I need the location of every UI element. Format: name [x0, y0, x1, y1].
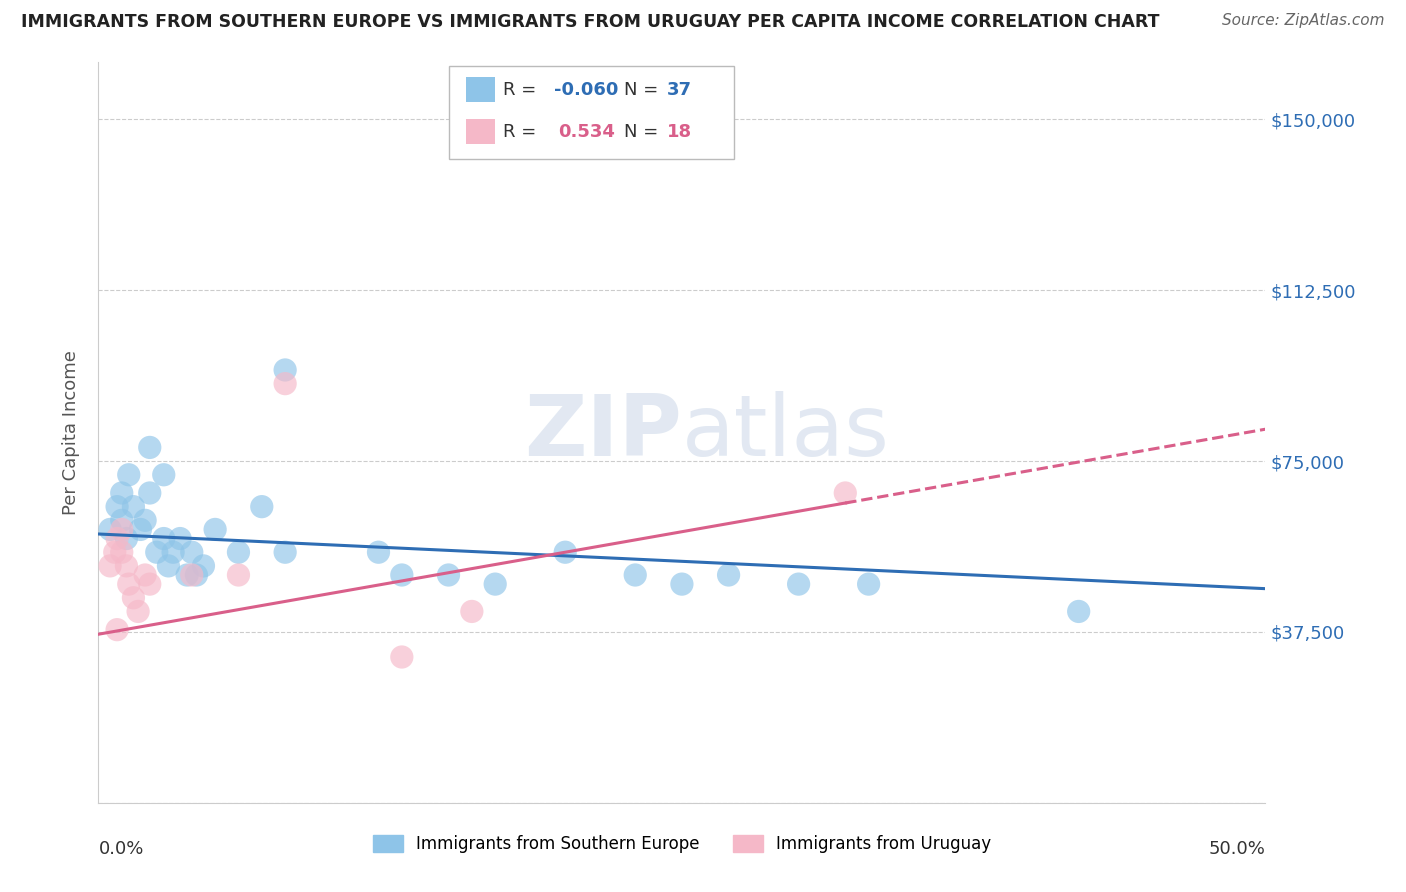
Point — [111, 545, 134, 559]
Text: 18: 18 — [666, 123, 692, 141]
Text: 0.0%: 0.0% — [98, 840, 143, 858]
FancyBboxPatch shape — [449, 66, 734, 159]
Point — [104, 545, 127, 559]
Bar — [465, 78, 495, 102]
Text: 0.534: 0.534 — [558, 123, 614, 141]
Text: 50.0%: 50.0% — [1209, 840, 1265, 858]
Point — [624, 568, 647, 582]
Point — [437, 568, 460, 582]
Point — [367, 545, 389, 559]
Point — [169, 532, 191, 546]
Point — [391, 650, 413, 665]
Point — [139, 577, 162, 591]
Point — [250, 500, 273, 514]
Point — [228, 545, 250, 559]
Bar — [465, 120, 495, 144]
Point — [186, 568, 208, 582]
Point — [157, 558, 180, 573]
Text: Source: ZipAtlas.com: Source: ZipAtlas.com — [1222, 13, 1385, 29]
Point — [858, 577, 880, 591]
Point — [98, 523, 121, 537]
Point — [180, 545, 202, 559]
Point — [787, 577, 810, 591]
Point — [105, 500, 128, 514]
Text: ZIP: ZIP — [524, 391, 682, 475]
Text: IMMIGRANTS FROM SOUTHERN EUROPE VS IMMIGRANTS FROM URUGUAY PER CAPITA INCOME COR: IMMIGRANTS FROM SOUTHERN EUROPE VS IMMIG… — [21, 13, 1160, 31]
Text: R =: R = — [503, 123, 543, 141]
Point — [834, 486, 856, 500]
Point — [115, 558, 138, 573]
Point — [105, 532, 128, 546]
Point — [118, 467, 141, 482]
Text: N =: N = — [624, 81, 664, 99]
Text: -0.060: -0.060 — [554, 81, 617, 99]
Point — [152, 467, 174, 482]
Text: R =: R = — [503, 81, 543, 99]
Point — [111, 523, 134, 537]
Text: atlas: atlas — [682, 391, 890, 475]
Point — [98, 558, 121, 573]
Y-axis label: Per Capita Income: Per Capita Income — [62, 351, 80, 515]
Point — [180, 568, 202, 582]
Point — [152, 532, 174, 546]
Point — [193, 558, 215, 573]
Point — [122, 591, 145, 605]
Point — [105, 623, 128, 637]
Point — [139, 486, 162, 500]
Point — [127, 604, 149, 618]
Point — [139, 441, 162, 455]
Point — [671, 577, 693, 591]
Point — [118, 577, 141, 591]
Point — [461, 604, 484, 618]
Point — [146, 545, 169, 559]
Point — [122, 500, 145, 514]
Point — [274, 376, 297, 391]
Point — [274, 545, 297, 559]
Point — [176, 568, 198, 582]
Point — [129, 523, 152, 537]
Point — [484, 577, 506, 591]
Point — [554, 545, 576, 559]
Point — [391, 568, 413, 582]
Text: N =: N = — [624, 123, 664, 141]
Text: 37: 37 — [666, 81, 692, 99]
Point — [111, 513, 134, 527]
Point — [717, 568, 740, 582]
Point — [162, 545, 184, 559]
Legend: Immigrants from Southern Europe, Immigrants from Uruguay: Immigrants from Southern Europe, Immigra… — [364, 826, 1000, 861]
Point — [111, 486, 134, 500]
Point — [1067, 604, 1090, 618]
Point — [204, 523, 226, 537]
Point — [228, 568, 250, 582]
Point — [274, 363, 297, 377]
Point — [134, 513, 156, 527]
Point — [134, 568, 156, 582]
Point — [115, 532, 138, 546]
